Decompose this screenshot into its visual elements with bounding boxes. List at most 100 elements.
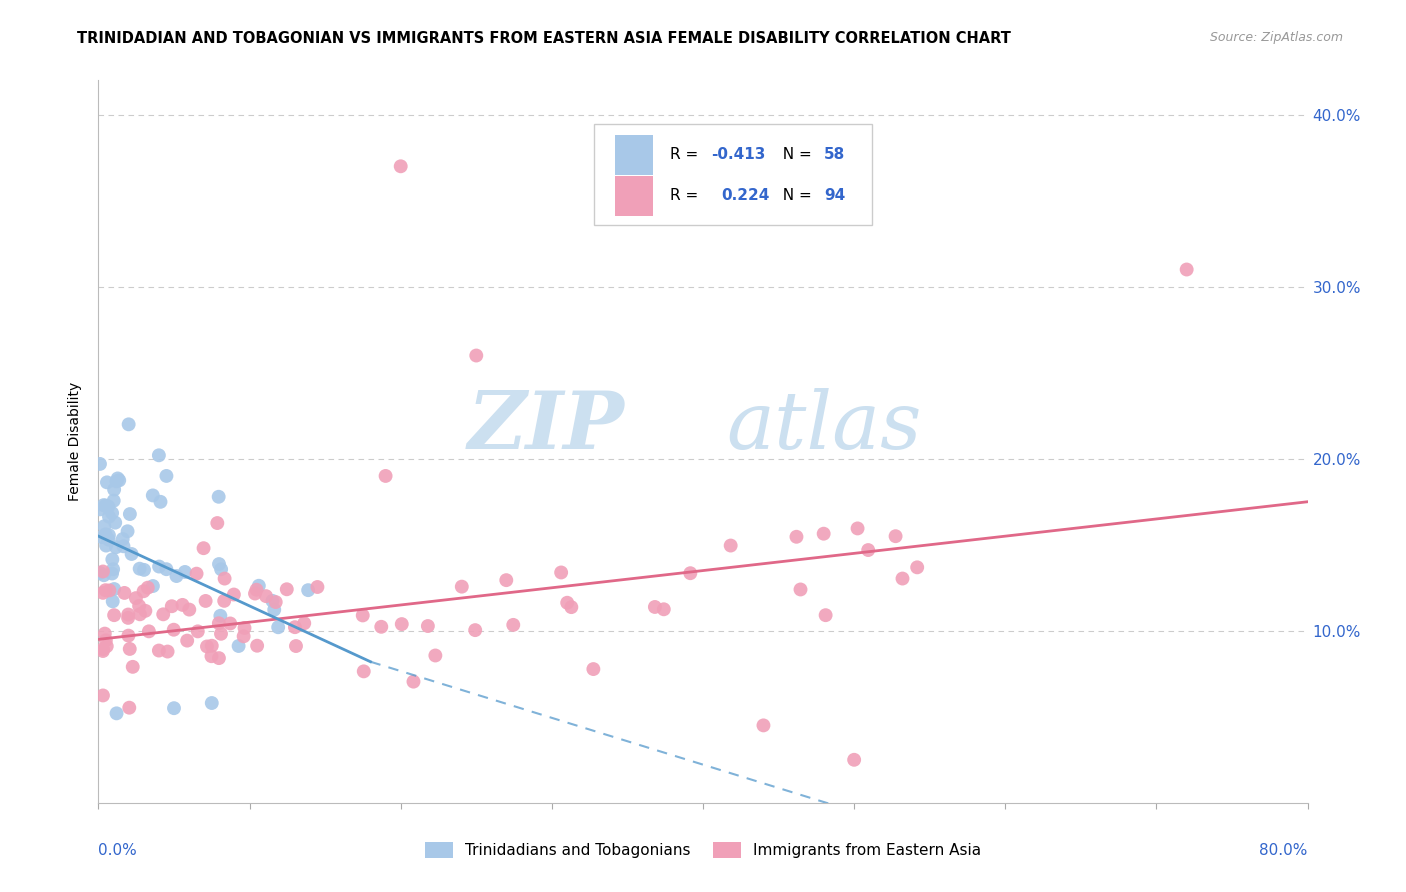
- Point: [111, 532, 134, 546]
- Y-axis label: Female Disability: Female Disability: [69, 382, 83, 501]
- Point: [208, 557, 231, 571]
- Point: [142, 488, 165, 502]
- Point: [93, 568, 115, 582]
- Point: [502, 618, 524, 632]
- Point: [209, 608, 232, 623]
- Point: [174, 565, 197, 579]
- Point: [228, 639, 250, 653]
- Point: [118, 417, 141, 432]
- Point: [108, 474, 131, 488]
- Point: [254, 589, 277, 603]
- Point: [201, 639, 224, 653]
- Point: [720, 539, 742, 553]
- Point: [105, 706, 128, 721]
- Point: [118, 642, 141, 657]
- Point: [121, 547, 143, 561]
- Point: [465, 349, 488, 363]
- Point: [118, 507, 141, 521]
- Point: [103, 582, 125, 596]
- Point: [91, 642, 114, 657]
- Point: [101, 594, 124, 608]
- Point: [560, 600, 582, 615]
- Bar: [614, 135, 654, 175]
- Point: [219, 616, 242, 631]
- Point: [844, 753, 866, 767]
- Point: [112, 539, 135, 553]
- Text: ZIP: ZIP: [467, 388, 624, 466]
- Point: [207, 516, 229, 530]
- Point: [125, 591, 148, 606]
- Point: [450, 580, 472, 594]
- Point: [94, 527, 117, 541]
- Point: [176, 633, 198, 648]
- Point: [98, 509, 121, 524]
- Point: [128, 599, 150, 613]
- Point: [156, 644, 179, 658]
- Point: [101, 552, 124, 566]
- Point: [132, 584, 155, 599]
- Point: [163, 623, 186, 637]
- Point: [128, 562, 150, 576]
- Point: [214, 572, 236, 586]
- Point: [160, 599, 183, 614]
- Point: [94, 633, 117, 648]
- Point: [148, 643, 170, 657]
- Point: [91, 644, 114, 658]
- Point: [142, 579, 165, 593]
- Point: [103, 608, 125, 623]
- Point: [374, 469, 396, 483]
- Point: [232, 629, 254, 643]
- Point: [209, 627, 232, 641]
- Point: [752, 718, 775, 732]
- Point: [416, 619, 439, 633]
- Point: [292, 616, 315, 631]
- Point: [267, 620, 290, 634]
- Point: [263, 603, 285, 617]
- Point: [285, 639, 308, 653]
- Point: [814, 608, 837, 623]
- Point: [846, 521, 869, 535]
- Point: [117, 629, 139, 643]
- Point: [222, 588, 245, 602]
- Point: [582, 662, 605, 676]
- Point: [89, 457, 111, 471]
- Point: [370, 620, 392, 634]
- Point: [96, 475, 118, 490]
- Point: [391, 617, 413, 632]
- Point: [464, 623, 486, 637]
- Point: [94, 626, 117, 640]
- Point: [352, 608, 374, 623]
- Point: [284, 620, 307, 634]
- Point: [193, 541, 215, 556]
- Point: [91, 689, 114, 703]
- Point: [166, 569, 188, 583]
- Point: [129, 607, 152, 622]
- Point: [118, 700, 141, 714]
- Point: [652, 602, 675, 616]
- Point: [187, 624, 209, 639]
- Point: [104, 516, 127, 530]
- Text: atlas: atlas: [727, 388, 921, 466]
- Legend: Trinidadians and Tobagonians, Immigrants from Eastern Asia: Trinidadians and Tobagonians, Immigrants…: [419, 836, 987, 864]
- Text: N =: N =: [773, 147, 817, 162]
- Point: [155, 562, 177, 576]
- Point: [209, 562, 232, 576]
- Point: [97, 528, 120, 542]
- Point: [101, 562, 124, 576]
- Text: 58: 58: [824, 147, 845, 162]
- Point: [201, 696, 224, 710]
- Point: [856, 543, 879, 558]
- Text: Source: ZipAtlas.com: Source: ZipAtlas.com: [1209, 31, 1343, 45]
- Point: [103, 493, 125, 508]
- Point: [389, 159, 412, 173]
- Point: [90, 530, 112, 544]
- Point: [247, 579, 270, 593]
- Point: [148, 559, 170, 574]
- Point: [112, 586, 135, 600]
- Point: [138, 624, 160, 639]
- Point: [555, 596, 578, 610]
- Point: [148, 448, 170, 462]
- Point: [152, 607, 174, 622]
- Point: [495, 573, 517, 587]
- Point: [212, 594, 235, 608]
